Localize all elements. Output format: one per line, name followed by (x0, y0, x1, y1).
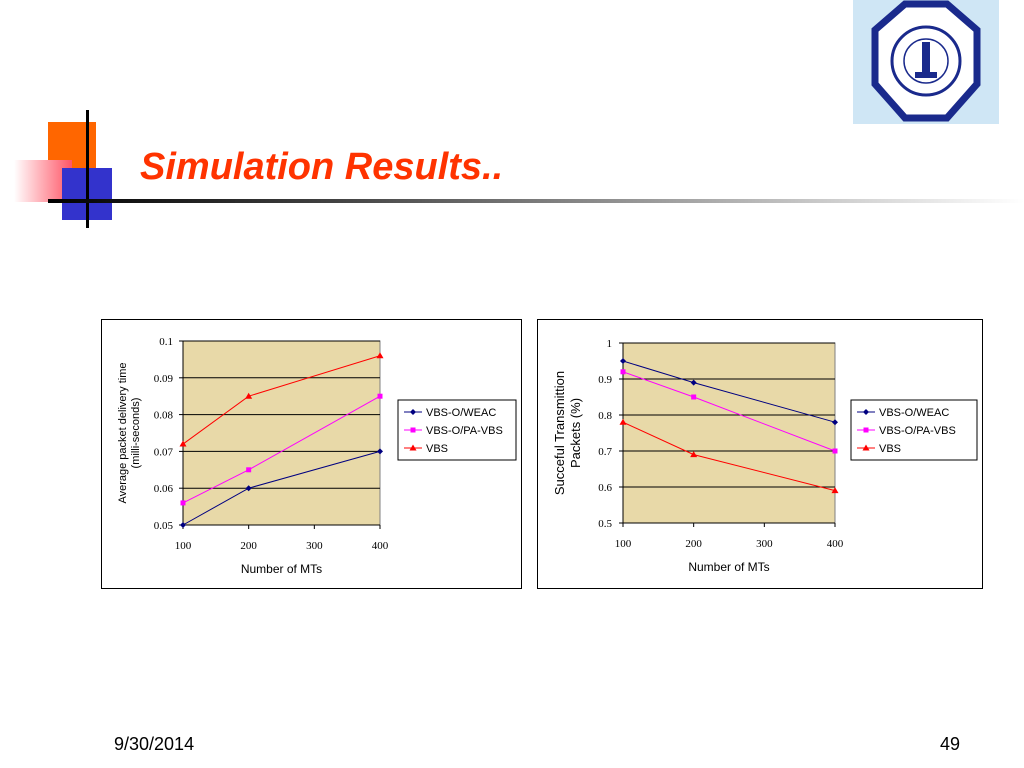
data-point (619, 418, 627, 425)
y-tick-label: 0.08 (154, 410, 174, 422)
y-axis-label: Packets (%) (568, 398, 583, 468)
data-point (691, 394, 697, 400)
x-axis-label: Number of MTs (688, 560, 769, 574)
legend-label: VBS-O/WEAC (426, 407, 496, 419)
data-point (377, 448, 383, 455)
footer-date: 9/30/2014 (114, 734, 195, 754)
decor-title-underline (48, 199, 1024, 203)
y-tick-label: 0.06 (154, 483, 174, 495)
data-point (180, 500, 186, 506)
y-axis-label: Average packet delivery time (117, 362, 129, 503)
legend-marker (410, 427, 416, 433)
data-point (376, 352, 384, 359)
x-tick-label: 200 (685, 538, 702, 550)
footer-page-number: 49 (940, 734, 961, 754)
legend-label: VBS-O/PA-VBS (426, 425, 503, 437)
data-point (180, 522, 186, 528)
y-tick-label: 0.6 (598, 482, 612, 494)
legend-label: VBS (879, 443, 901, 455)
y-axis-label: Succeful Transmittion (552, 371, 567, 495)
data-point (832, 419, 838, 426)
logo (853, 0, 999, 124)
y-tick-label: 0.8 (598, 410, 612, 422)
legend-marker (863, 409, 869, 415)
x-tick-label: 100 (175, 540, 192, 552)
plot-area (622, 342, 836, 524)
y-tick-label: 0.9 (598, 374, 612, 386)
legend-marker (410, 409, 416, 415)
decor-vertical-line (86, 110, 89, 228)
y-tick-label: 0.5 (598, 518, 612, 530)
data-point (246, 467, 252, 473)
data-point (620, 358, 626, 364)
y-tick-label: 0.05 (154, 520, 174, 532)
data-point (832, 448, 838, 454)
x-tick-label: 300 (756, 538, 773, 550)
legend-marker (409, 444, 417, 451)
x-tick-label: 100 (615, 538, 632, 550)
plot-area (182, 340, 381, 526)
data-point (690, 379, 697, 386)
data-point (377, 393, 383, 399)
data-point (245, 392, 253, 399)
y-axis-label: (milli-seconds) (130, 398, 142, 469)
x-tick-label: 300 (306, 540, 323, 552)
university-seal-icon (871, 0, 981, 122)
chart-1: 0.1 0.09 0.08 0.07 0.06 0.05 100 200 300 400 Numbe… (101, 319, 522, 589)
x-axis-label: Number of MTs (241, 562, 322, 576)
y-tick-label: 0.09 (154, 373, 174, 385)
data-point (245, 485, 252, 492)
data-point (690, 451, 698, 458)
x-tick-label: 200 (240, 540, 257, 552)
data-point (831, 487, 839, 494)
y-tick-label: 0.1 (159, 336, 173, 348)
chart-2: 1 0.9 0.8 0.7 0.6 0.5 100 200 300 400 Number of MT… (537, 319, 983, 589)
y-tick-label: 0.07 (154, 446, 174, 458)
legend-label: VBS-O/PA-VBS (879, 425, 956, 437)
y-tick-label: 1 (607, 338, 613, 350)
data-point (620, 369, 626, 375)
x-tick-label: 400 (827, 538, 844, 550)
legend-marker (862, 444, 870, 451)
legend-label: VBS (426, 443, 448, 455)
data-point (179, 440, 187, 447)
legend-label: VBS-O/WEAC (879, 407, 949, 419)
y-tick-label: 0.7 (598, 446, 612, 458)
legend-marker (863, 427, 869, 433)
x-tick-label: 400 (372, 540, 389, 552)
page-title: Simulation Results.. (140, 146, 504, 188)
